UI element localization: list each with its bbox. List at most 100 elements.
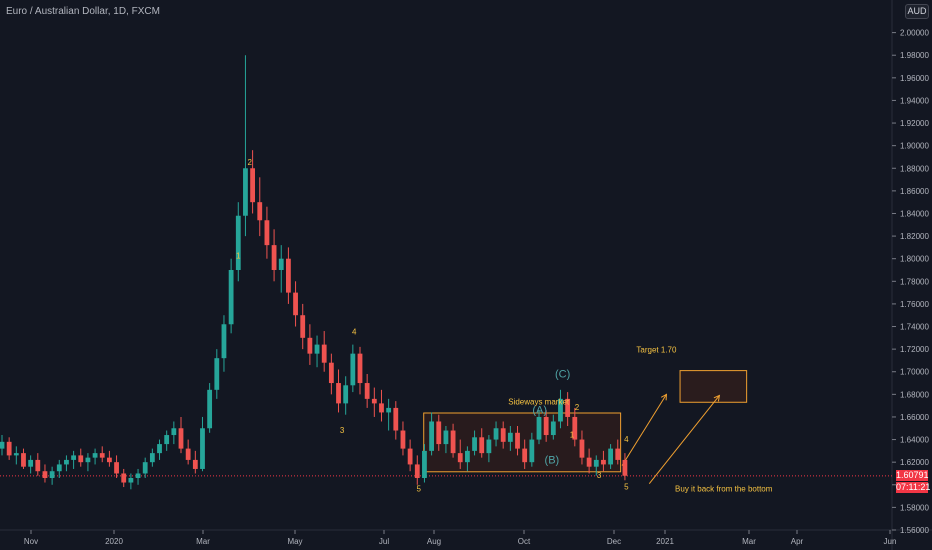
candle bbox=[515, 426, 520, 456]
candle-body bbox=[0, 441, 5, 449]
wave-label: 4 bbox=[624, 435, 629, 444]
candle-body bbox=[78, 455, 84, 463]
candle bbox=[286, 247, 291, 304]
candle bbox=[579, 430, 585, 465]
candle bbox=[164, 430, 170, 451]
arrow-head bbox=[713, 394, 721, 402]
x-tick-label: Apr bbox=[791, 537, 804, 546]
candle-body bbox=[379, 403, 384, 413]
candle-body bbox=[307, 337, 313, 354]
candle-body bbox=[228, 270, 234, 325]
candle-body bbox=[407, 448, 413, 465]
candle-body bbox=[507, 432, 513, 442]
candle bbox=[507, 426, 513, 451]
candle-body bbox=[328, 362, 334, 384]
candle bbox=[321, 331, 327, 372]
candle bbox=[343, 376, 349, 415]
candle bbox=[328, 353, 334, 395]
y-tick-label: 1.90000 bbox=[900, 142, 929, 151]
x-tick-label: Aug bbox=[427, 537, 441, 546]
y-tick-label: 1.92000 bbox=[900, 119, 929, 128]
wave-label: Target 1.70 bbox=[636, 346, 677, 355]
candle-body bbox=[493, 428, 499, 440]
y-tick-label: 1.70000 bbox=[900, 368, 929, 377]
candle bbox=[429, 412, 434, 456]
candle-body bbox=[457, 453, 463, 463]
candle-body bbox=[171, 428, 177, 436]
candle-body bbox=[264, 220, 270, 246]
candle-body bbox=[472, 437, 477, 451]
wave-label-abc: (C) bbox=[555, 368, 570, 380]
candle-body bbox=[543, 416, 549, 436]
candle bbox=[601, 450, 606, 472]
y-tick-label: 1.74000 bbox=[900, 323, 929, 332]
candle-body bbox=[135, 473, 141, 478]
candle bbox=[393, 401, 399, 440]
candle bbox=[371, 387, 377, 417]
candle-body bbox=[393, 407, 399, 431]
y-tick-label: 1.80000 bbox=[900, 255, 929, 264]
candle bbox=[300, 303, 306, 350]
y-tick-label: 1.68000 bbox=[900, 390, 929, 399]
candle-body bbox=[271, 245, 277, 270]
x-tick-label: Dec bbox=[607, 537, 621, 546]
candle bbox=[221, 315, 227, 372]
candle bbox=[171, 421, 177, 445]
x-tick-label: Oct bbox=[518, 537, 531, 546]
y-tick-label: 1.62000 bbox=[900, 458, 929, 467]
x-tick-label: Jul bbox=[379, 537, 389, 546]
candle bbox=[472, 430, 477, 456]
candle-body bbox=[622, 459, 628, 476]
candle-body bbox=[450, 430, 456, 454]
candle-body bbox=[593, 459, 599, 467]
wave-label: 4 bbox=[352, 327, 357, 336]
candle-body bbox=[35, 459, 41, 472]
candle bbox=[536, 410, 542, 445]
price-axis: 2.00000 1.98000 1.96000 1.94000 1.92000 1.900… bbox=[891, 0, 929, 550]
candle-body bbox=[200, 428, 205, 469]
candle bbox=[92, 448, 98, 465]
wave-label: Buy it back from the bottom bbox=[675, 485, 773, 494]
candle bbox=[414, 455, 420, 485]
candle-body bbox=[142, 462, 148, 474]
candle-body bbox=[178, 428, 184, 449]
candle-body bbox=[286, 258, 291, 293]
arrow-line bbox=[648, 395, 720, 484]
wave-label-abc: (B) bbox=[545, 454, 560, 466]
chart-title: Euro / Australian Dollar, 1D, FXCM bbox=[6, 6, 160, 17]
candle-body bbox=[243, 168, 248, 216]
candle-body bbox=[149, 453, 155, 463]
candle bbox=[615, 439, 621, 465]
candle bbox=[493, 421, 499, 447]
candle bbox=[13, 446, 19, 465]
candle bbox=[235, 202, 241, 282]
candle-body bbox=[336, 383, 341, 404]
currency-badge[interactable]: AUD bbox=[905, 4, 929, 19]
wave-label: 1 bbox=[570, 430, 575, 439]
candle bbox=[479, 428, 485, 458]
candle-body bbox=[486, 439, 492, 454]
candle-body bbox=[314, 344, 320, 354]
candle-body bbox=[6, 441, 12, 456]
candle bbox=[264, 206, 270, 259]
wave-label: Sideways market bbox=[508, 398, 570, 407]
candle-body bbox=[157, 444, 162, 454]
candle bbox=[35, 453, 41, 476]
candle bbox=[178, 416, 184, 454]
y-tick-label: 1.82000 bbox=[900, 232, 929, 241]
candle-body bbox=[293, 292, 298, 316]
x-tick-label: Mar bbox=[196, 537, 210, 546]
candle bbox=[200, 416, 205, 472]
candle bbox=[558, 389, 563, 429]
candle-body bbox=[85, 457, 91, 463]
candle bbox=[49, 466, 55, 485]
y-tick-label: 1.98000 bbox=[900, 51, 929, 60]
candle bbox=[157, 439, 162, 460]
candle-body bbox=[371, 398, 377, 404]
candle-body bbox=[386, 407, 392, 413]
y-tick-label: 2.00000 bbox=[900, 29, 929, 38]
candle bbox=[135, 468, 141, 485]
candle bbox=[450, 423, 456, 458]
candle bbox=[500, 421, 506, 449]
